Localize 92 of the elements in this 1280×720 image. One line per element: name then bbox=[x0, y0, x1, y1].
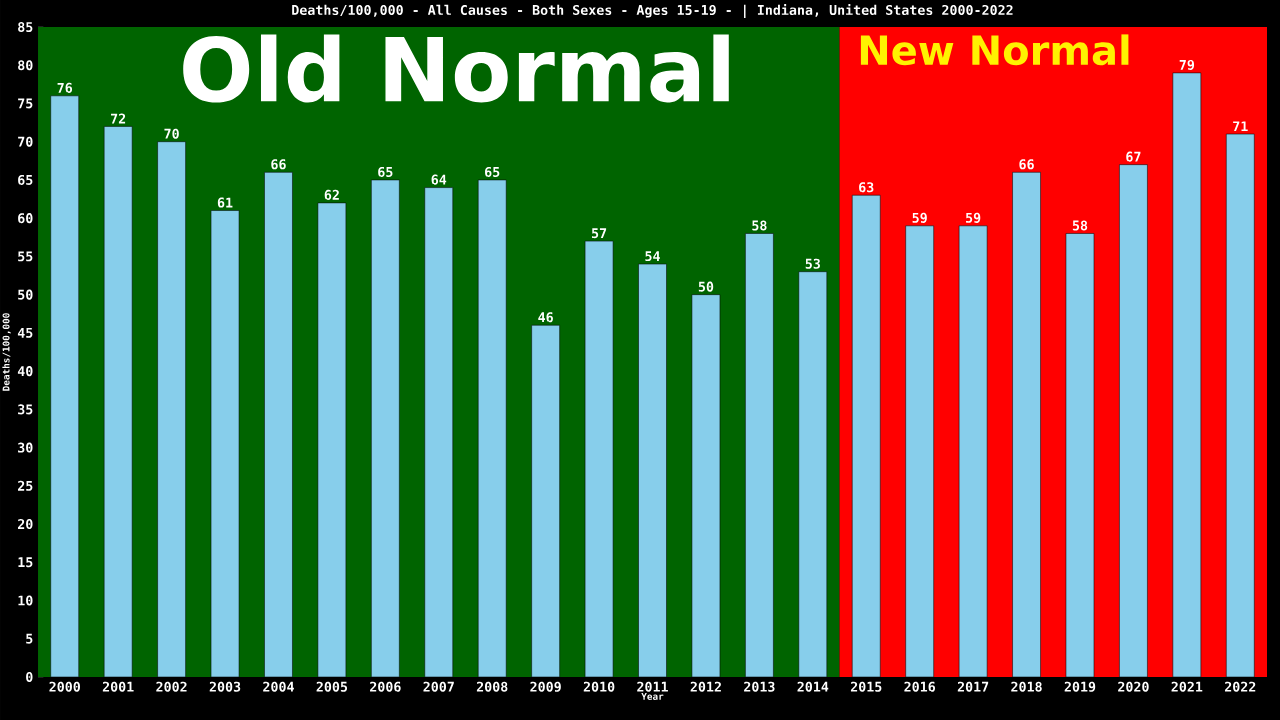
bar bbox=[477, 179, 507, 678]
x-tick-label: 2002 bbox=[156, 681, 187, 692]
x-tick-label: 2004 bbox=[263, 681, 294, 692]
x-tick-label: 2016 bbox=[904, 681, 936, 692]
bar bbox=[584, 240, 614, 678]
data-label: 58 bbox=[752, 220, 767, 231]
x-tick-label: 2018 bbox=[1011, 681, 1042, 692]
data-label: 59 bbox=[966, 212, 981, 223]
chart-title: Deaths/100,000 - All Causes - Both Sexes - Ages 15-19 - | Indiana, United States 2000-2022 bbox=[292, 4, 1013, 18]
x-tick-label: 2015 bbox=[850, 681, 882, 692]
bar bbox=[210, 210, 240, 678]
x-tick-label: 2005 bbox=[316, 681, 348, 692]
x-tick-label: 2014 bbox=[797, 681, 829, 692]
y-tick-label: 5 bbox=[26, 633, 33, 644]
y-tick-label: 85 bbox=[18, 21, 33, 33]
band-label: New Normal bbox=[860, 34, 1129, 66]
bar bbox=[691, 294, 721, 678]
y-tick-label: 40 bbox=[17, 366, 33, 377]
y-tick-label: 15 bbox=[18, 557, 33, 568]
x-tick-label: 2010 bbox=[583, 681, 615, 692]
data-label: 72 bbox=[111, 113, 126, 124]
bar bbox=[264, 172, 293, 678]
y-tick-label: 75 bbox=[18, 98, 33, 109]
bar bbox=[424, 187, 454, 678]
data-label: 53 bbox=[805, 258, 820, 269]
x-tick-label: 2012 bbox=[690, 681, 721, 692]
data-label: 66 bbox=[271, 159, 286, 170]
x-tick-label: 2013 bbox=[744, 681, 775, 692]
y-tick-label: 10 bbox=[18, 595, 33, 606]
data-label: 71 bbox=[1233, 121, 1248, 132]
bar bbox=[531, 324, 560, 678]
bar bbox=[1012, 172, 1041, 678]
data-label: 54 bbox=[645, 251, 660, 262]
bar bbox=[798, 271, 828, 678]
data-label: 79 bbox=[1179, 59, 1195, 70]
band-label: Old Normal bbox=[183, 34, 729, 103]
y-tick-label: 0 bbox=[26, 671, 33, 683]
data-label: 65 bbox=[378, 166, 393, 178]
data-label: 65 bbox=[485, 166, 500, 178]
x-tick-label: 2006 bbox=[370, 681, 401, 692]
data-label: 63 bbox=[859, 182, 874, 193]
x-tick-label: 2021 bbox=[1171, 681, 1203, 692]
data-label: 67 bbox=[1126, 151, 1141, 162]
bar bbox=[851, 194, 881, 678]
bar bbox=[103, 126, 133, 678]
x-tick-label: 2008 bbox=[476, 681, 508, 692]
x-tick-label: 2017 bbox=[957, 681, 989, 692]
data-label: 59 bbox=[912, 212, 927, 223]
x-tick-label: 2000 bbox=[49, 681, 80, 692]
x-tick-label: 2009 bbox=[530, 681, 561, 692]
data-label: 46 bbox=[538, 312, 553, 323]
data-label: 70 bbox=[164, 128, 179, 139]
x-tick-label: 2020 bbox=[1118, 681, 1149, 692]
bar bbox=[905, 225, 934, 678]
data-label: 62 bbox=[324, 189, 339, 200]
data-label: 50 bbox=[698, 281, 714, 292]
y-tick-label: 65 bbox=[18, 174, 33, 185]
y-tick-label: 80 bbox=[18, 60, 33, 71]
y-axis-title: Deaths/100,000 bbox=[2, 313, 11, 391]
x-tick-label: 2003 bbox=[209, 681, 241, 692]
x-axis-title: Year bbox=[641, 693, 664, 700]
y-tick-label: 55 bbox=[18, 251, 33, 262]
x-tick-label: 2007 bbox=[423, 681, 454, 692]
bar bbox=[371, 179, 400, 678]
x-tick-label: 2001 bbox=[102, 681, 134, 692]
bar bbox=[317, 202, 347, 678]
y-tick-label: 35 bbox=[18, 404, 33, 415]
bar bbox=[745, 233, 774, 678]
bar bbox=[1065, 233, 1095, 678]
bar bbox=[1226, 133, 1255, 678]
y-tick-label: 50 bbox=[18, 289, 33, 300]
y-tick-label: 30 bbox=[18, 442, 33, 453]
data-label: 66 bbox=[1019, 159, 1034, 170]
bar bbox=[958, 225, 988, 678]
y-tick-label: 25 bbox=[18, 480, 33, 491]
bar bbox=[50, 95, 79, 678]
x-tick-label: 2019 bbox=[1064, 681, 1096, 692]
y-tick-label: 20 bbox=[18, 518, 33, 530]
y-tick-label: 45 bbox=[17, 327, 33, 338]
bar bbox=[1119, 164, 1148, 678]
data-label: 57 bbox=[591, 228, 607, 239]
data-label: 64 bbox=[431, 174, 447, 185]
x-tick-label: 2011 bbox=[637, 681, 668, 692]
x-tick-label: 2022 bbox=[1224, 681, 1256, 692]
bar bbox=[638, 263, 667, 678]
y-tick-label: 70 bbox=[18, 136, 33, 147]
y-tick-label: 60 bbox=[18, 213, 33, 224]
data-label: 76 bbox=[57, 82, 73, 93]
bar bbox=[157, 141, 186, 678]
bar bbox=[1172, 72, 1202, 678]
data-label: 61 bbox=[217, 197, 233, 208]
data-label: 58 bbox=[1072, 220, 1088, 231]
